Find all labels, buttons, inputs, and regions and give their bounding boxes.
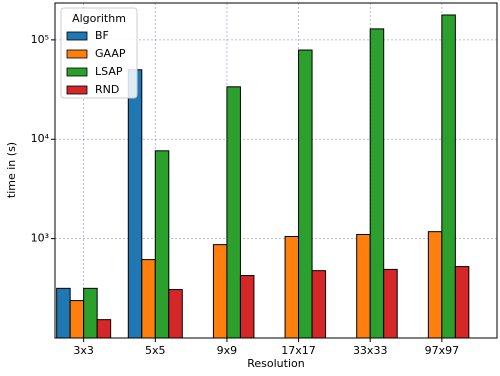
x-axis-label: Resolution [247, 357, 305, 370]
x-tick-label: 5x5 [145, 344, 166, 357]
x-tick-label: 9x9 [217, 344, 238, 357]
bar [168, 289, 183, 339]
legend-label: RND [95, 83, 119, 96]
bar [284, 236, 300, 339]
bar [454, 266, 470, 339]
bar [441, 14, 456, 339]
y-tick-label: 10³ [31, 232, 49, 245]
legend-title: Algorithm [72, 12, 126, 25]
bar [127, 69, 143, 339]
legend-label: LSAP [95, 65, 123, 78]
legend-swatch [66, 85, 88, 95]
bar [383, 268, 398, 339]
bar [298, 49, 313, 339]
bar [356, 234, 371, 339]
legend-swatch [66, 67, 88, 77]
legend-swatch [66, 31, 88, 41]
bar [369, 28, 385, 339]
bar [154, 150, 170, 339]
plot-frame [54, 2, 498, 339]
bar [226, 86, 241, 339]
bar [212, 244, 228, 339]
x-tick-label: 97x97 [425, 344, 460, 357]
legend-label: GAAP [95, 47, 126, 60]
bar [96, 319, 112, 339]
y-tick-label: 10⁴ [31, 132, 50, 145]
bar [311, 270, 327, 339]
x-tick-label: 17x17 [281, 344, 316, 357]
x-tick-label: 33x33 [353, 344, 388, 357]
legend-swatch [66, 49, 88, 59]
bar [56, 287, 71, 339]
legend-label: BF [95, 29, 109, 42]
bar [239, 275, 255, 339]
bar [69, 300, 85, 339]
x-tick-label: 3x3 [73, 344, 94, 357]
bar [427, 231, 443, 339]
y-axis-label: time in (s) [5, 142, 18, 198]
bar [141, 259, 156, 339]
bar [83, 287, 98, 339]
y-tick-label: 10⁵ [31, 33, 49, 46]
